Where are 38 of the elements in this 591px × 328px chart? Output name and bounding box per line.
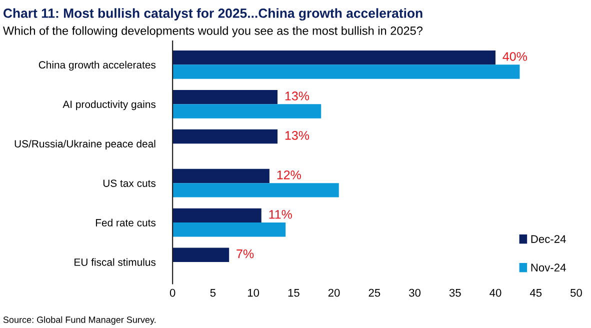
x-tick-label: 0 bbox=[170, 288, 176, 297]
x-tick-label: 20 bbox=[328, 288, 340, 297]
x-tick-label: 25 bbox=[368, 288, 380, 297]
bar bbox=[172, 50, 496, 65]
bar bbox=[172, 64, 520, 79]
x-tick-label: 30 bbox=[409, 288, 421, 297]
bar bbox=[172, 248, 230, 262]
bar bbox=[172, 183, 339, 198]
data-label: 7% bbox=[236, 249, 254, 258]
data-label: 11% bbox=[269, 210, 292, 219]
legend-label: Dec-24 bbox=[531, 235, 566, 243]
data-label: 40% bbox=[502, 52, 528, 61]
chart-subtitle: Which of the following developments would you see as the most bullish in 2025? bbox=[3, 26, 423, 38]
x-tick-label: 35 bbox=[449, 288, 461, 297]
bar bbox=[172, 168, 270, 184]
x-tick-label: 15 bbox=[288, 288, 300, 297]
y-tick-label: Fed rate cuts bbox=[96, 218, 156, 226]
data-label: 13% bbox=[285, 131, 310, 140]
bar bbox=[172, 208, 262, 223]
y-tick-label: US tax cuts bbox=[103, 180, 156, 187]
bar bbox=[172, 104, 322, 118]
source-note: Source: Global Fund Manager Survey. bbox=[3, 316, 156, 325]
y-tick-label: EU fiscal stimulus bbox=[74, 258, 156, 266]
chart-title: Chart 11: Most bullish catalyst for 2025...China growth acceleration bbox=[3, 8, 422, 21]
y-tick-label: AI productivity gains bbox=[62, 100, 156, 110]
data-label: 12% bbox=[277, 170, 301, 180]
x-tick-label: 5 bbox=[210, 288, 216, 297]
legend-label: Nov-24 bbox=[531, 264, 566, 272]
y-tick-label: US/Russia/Ukraine peace deal bbox=[14, 140, 156, 150]
bar bbox=[172, 222, 286, 237]
y-tick-label: China growth accelerates bbox=[38, 60, 156, 71]
data-label: 13% bbox=[285, 92, 310, 100]
bar bbox=[172, 129, 278, 144]
x-tick-label: 10 bbox=[248, 288, 260, 297]
x-tick-label: 40 bbox=[490, 288, 502, 297]
x-tick-label: 50 bbox=[570, 288, 582, 297]
bar bbox=[172, 90, 278, 104]
x-tick-label: 45 bbox=[530, 288, 542, 297]
